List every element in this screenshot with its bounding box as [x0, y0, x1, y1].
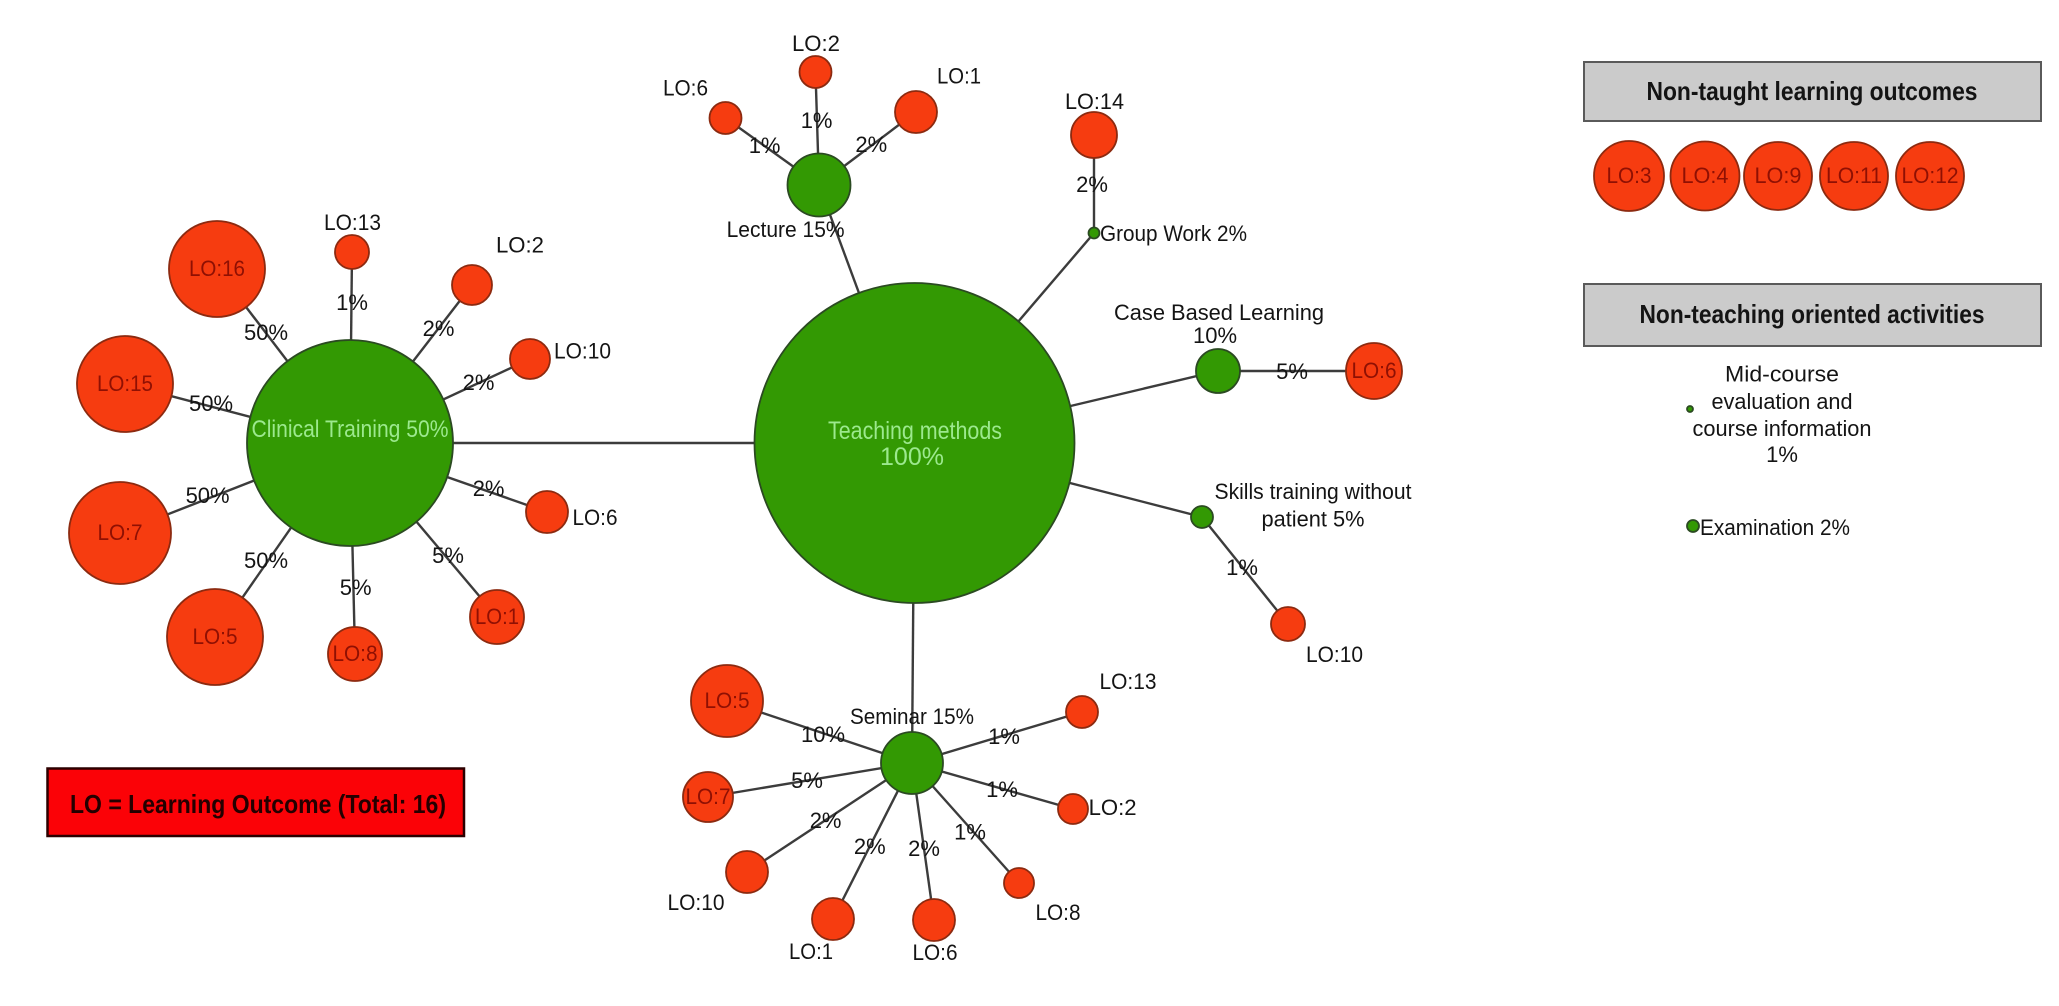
svg-text:Non-taught learning outcomes: Non-taught learning outcomes — [1647, 76, 1978, 106]
svg-text:Mid-course: Mid-course — [1725, 362, 1839, 387]
svg-text:LO:4: LO:4 — [1682, 163, 1729, 188]
svg-text:LO:1: LO:1 — [475, 604, 519, 629]
svg-text:LO:11: LO:11 — [1826, 163, 1882, 188]
svg-text:2%: 2% — [473, 476, 505, 501]
svg-text:1%: 1% — [336, 290, 368, 315]
svg-text:LO:2: LO:2 — [496, 233, 544, 258]
svg-text:Skills training without: Skills training without — [1215, 479, 1412, 504]
svg-text:evaluation and: evaluation and — [1712, 389, 1853, 414]
svg-text:patient 5%: patient 5% — [1262, 507, 1365, 532]
svg-text:Clinical Training 50%: Clinical Training 50% — [252, 416, 449, 443]
svg-text:LO:1: LO:1 — [937, 64, 981, 89]
svg-text:Lecture 15%: Lecture 15% — [727, 217, 845, 242]
svg-text:LO:6: LO:6 — [573, 505, 618, 530]
svg-text:LO:13: LO:13 — [324, 210, 381, 235]
svg-text:5%: 5% — [791, 768, 823, 793]
svg-text:2%: 2% — [854, 834, 886, 859]
svg-text:LO = Learning Outcome (Total:: LO = Learning Outcome (Total: 16) — [70, 789, 446, 819]
svg-text:5%: 5% — [1276, 359, 1308, 384]
svg-text:Examination 2%: Examination 2% — [1700, 515, 1850, 540]
svg-text:LO:6: LO:6 — [663, 76, 708, 101]
svg-text:2%: 2% — [810, 808, 842, 833]
svg-text:1%: 1% — [1226, 555, 1258, 580]
svg-text:LO:5: LO:5 — [193, 624, 238, 649]
svg-text:LO:7: LO:7 — [686, 784, 731, 809]
svg-text:2%: 2% — [463, 370, 495, 395]
svg-text:LO:1: LO:1 — [789, 939, 833, 964]
svg-text:LO:6: LO:6 — [1352, 358, 1397, 383]
svg-text:LO:3: LO:3 — [1607, 163, 1652, 188]
svg-text:LO:2: LO:2 — [792, 31, 840, 56]
svg-text:Non-teaching oriented activiti: Non-teaching oriented activities — [1640, 299, 1985, 329]
svg-text:5%: 5% — [432, 543, 464, 568]
svg-text:2%: 2% — [908, 836, 940, 861]
svg-text:LO:7: LO:7 — [98, 520, 143, 545]
svg-text:LO:10: LO:10 — [554, 339, 611, 364]
svg-text:LO:16: LO:16 — [189, 256, 245, 281]
svg-text:1%: 1% — [1766, 442, 1798, 467]
svg-text:LO:6: LO:6 — [913, 940, 958, 965]
svg-text:50%: 50% — [244, 548, 288, 573]
svg-text:5%: 5% — [340, 575, 372, 600]
svg-text:Group Work 2%: Group Work 2% — [1100, 221, 1247, 246]
svg-text:Teaching methods: Teaching methods — [828, 417, 1002, 445]
svg-text:2%: 2% — [855, 132, 887, 157]
svg-text:LO:8: LO:8 — [333, 641, 378, 666]
svg-text:1%: 1% — [801, 108, 833, 133]
svg-text:LO:10: LO:10 — [668, 890, 725, 915]
svg-text:1%: 1% — [988, 724, 1020, 749]
svg-text:1%: 1% — [986, 777, 1018, 802]
svg-text:Seminar 15%: Seminar 15% — [850, 704, 974, 729]
svg-text:2%: 2% — [1076, 172, 1108, 197]
svg-text:50%: 50% — [244, 320, 288, 345]
svg-text:50%: 50% — [189, 391, 233, 416]
svg-text:LO:9: LO:9 — [1755, 163, 1802, 188]
svg-text:LO:13: LO:13 — [1100, 669, 1157, 694]
svg-text:LO:8: LO:8 — [1036, 900, 1081, 925]
svg-text:LO:2: LO:2 — [1089, 795, 1137, 820]
svg-text:Case Based Learning: Case Based Learning — [1114, 300, 1324, 325]
svg-text:LO:10: LO:10 — [1306, 642, 1363, 667]
svg-text:LO:14: LO:14 — [1065, 89, 1124, 114]
svg-text:course information: course information — [1693, 416, 1872, 441]
svg-text:10%: 10% — [1193, 323, 1237, 348]
svg-text:1%: 1% — [954, 820, 986, 845]
svg-text:LO:5: LO:5 — [705, 688, 750, 713]
svg-text:2%: 2% — [423, 316, 455, 341]
svg-text:100%: 100% — [880, 443, 944, 471]
svg-text:LO:12: LO:12 — [1902, 163, 1959, 188]
svg-text:1%: 1% — [749, 133, 781, 158]
svg-text:LO:15: LO:15 — [97, 371, 153, 396]
svg-text:50%: 50% — [186, 483, 230, 508]
svg-text:10%: 10% — [801, 722, 845, 747]
